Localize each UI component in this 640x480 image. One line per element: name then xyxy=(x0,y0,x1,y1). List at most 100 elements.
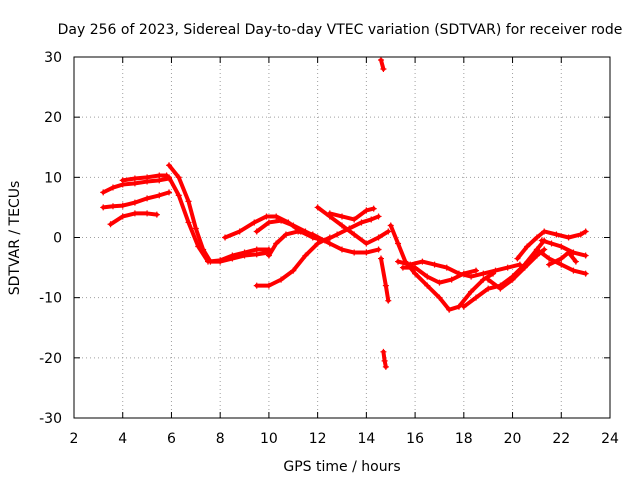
data-point xyxy=(339,246,345,253)
data-point xyxy=(229,252,236,259)
data-point xyxy=(119,177,126,184)
data-series xyxy=(100,57,589,370)
data-point xyxy=(290,267,297,274)
data-point xyxy=(363,240,370,247)
data-point xyxy=(131,175,138,182)
data-point xyxy=(368,216,375,223)
data-point xyxy=(282,231,289,238)
series-line xyxy=(547,250,578,267)
data-point xyxy=(565,234,572,241)
y-tick-label: -20 xyxy=(39,351,62,367)
data-point xyxy=(363,249,370,256)
y-tick-label: 30 xyxy=(44,50,62,66)
data-point xyxy=(448,276,455,283)
data-point xyxy=(546,255,553,262)
data-point xyxy=(166,162,173,169)
data-point xyxy=(468,273,475,280)
data-point xyxy=(541,246,548,253)
series-arc-23 xyxy=(538,237,589,259)
series-line xyxy=(461,238,547,309)
data-point xyxy=(265,282,272,289)
data-point xyxy=(533,252,540,259)
data-point xyxy=(351,249,358,256)
chart-title: Day 256 of 2023, Sidereal Day-to-day VTE… xyxy=(58,22,623,38)
data-point xyxy=(326,240,333,247)
data-point xyxy=(395,240,402,247)
x-tick-label: 24 xyxy=(601,431,619,447)
y-tick-label: 20 xyxy=(44,110,62,126)
y-axis-tick-labels: 30 20 10 0 -10 -20 -30 xyxy=(39,50,62,427)
data-point xyxy=(175,192,182,199)
x-tick-label: 2 xyxy=(70,431,79,447)
data-point xyxy=(485,276,492,283)
x-axis-tick-labels: 2 4 6 8 10 12 14 16 18 20 22 24 xyxy=(70,431,619,447)
data-point xyxy=(424,282,431,289)
series-arc-2 xyxy=(100,189,173,211)
data-point xyxy=(278,276,285,283)
data-point xyxy=(380,66,387,73)
data-point xyxy=(265,219,272,226)
data-point xyxy=(295,228,302,235)
x-tick-label: 10 xyxy=(260,431,278,447)
data-point xyxy=(558,243,565,250)
series-arc-19 xyxy=(460,237,548,310)
y-tick-label: -30 xyxy=(39,411,62,427)
data-point xyxy=(144,195,151,202)
data-point xyxy=(572,258,579,265)
series-arc-21 xyxy=(514,228,589,262)
series-line xyxy=(254,235,332,288)
data-point xyxy=(314,240,321,247)
x-tick-label: 8 xyxy=(216,431,225,447)
data-point xyxy=(377,57,384,64)
data-point xyxy=(577,231,584,238)
data-point xyxy=(351,231,358,238)
data-point xyxy=(205,258,211,265)
data-point xyxy=(380,348,387,355)
data-point xyxy=(443,264,450,271)
data-point xyxy=(156,172,163,179)
series-arc-14 xyxy=(380,348,389,370)
x-tick-label: 20 xyxy=(504,431,522,447)
data-point xyxy=(185,198,192,205)
data-point xyxy=(175,174,182,181)
y-tick-label: 0 xyxy=(53,231,62,247)
series-line xyxy=(539,238,588,258)
data-point xyxy=(558,261,565,268)
data-point xyxy=(412,270,419,277)
data-point xyxy=(253,228,260,235)
data-point xyxy=(144,174,151,181)
data-point xyxy=(524,243,531,250)
data-point xyxy=(351,216,358,223)
data-point xyxy=(153,211,160,218)
data-point xyxy=(533,234,540,241)
data-point xyxy=(166,189,173,196)
data-point xyxy=(192,225,199,232)
series-arc-12 xyxy=(326,205,377,223)
data-point xyxy=(166,174,173,181)
data-point xyxy=(109,203,116,210)
data-point xyxy=(363,207,370,214)
data-point xyxy=(570,267,577,274)
data-point xyxy=(548,240,555,247)
x-tick-label: 12 xyxy=(309,431,327,447)
data-point xyxy=(553,231,560,238)
series-arc-9 xyxy=(253,234,333,289)
data-point xyxy=(541,228,548,235)
data-point xyxy=(558,255,565,262)
data-point xyxy=(222,234,229,241)
data-point xyxy=(273,240,280,247)
data-point xyxy=(144,210,151,217)
data-point xyxy=(314,204,321,211)
data-point xyxy=(446,306,453,313)
data-point xyxy=(156,192,163,199)
series-arc-6 xyxy=(166,174,272,265)
axis-ticks xyxy=(73,56,611,419)
data-point xyxy=(436,279,443,286)
data-point xyxy=(473,294,479,301)
series-line xyxy=(486,247,547,291)
data-point xyxy=(385,228,392,235)
y-tick-label: -10 xyxy=(39,291,62,307)
series-line xyxy=(378,256,391,303)
data-point xyxy=(358,219,365,226)
